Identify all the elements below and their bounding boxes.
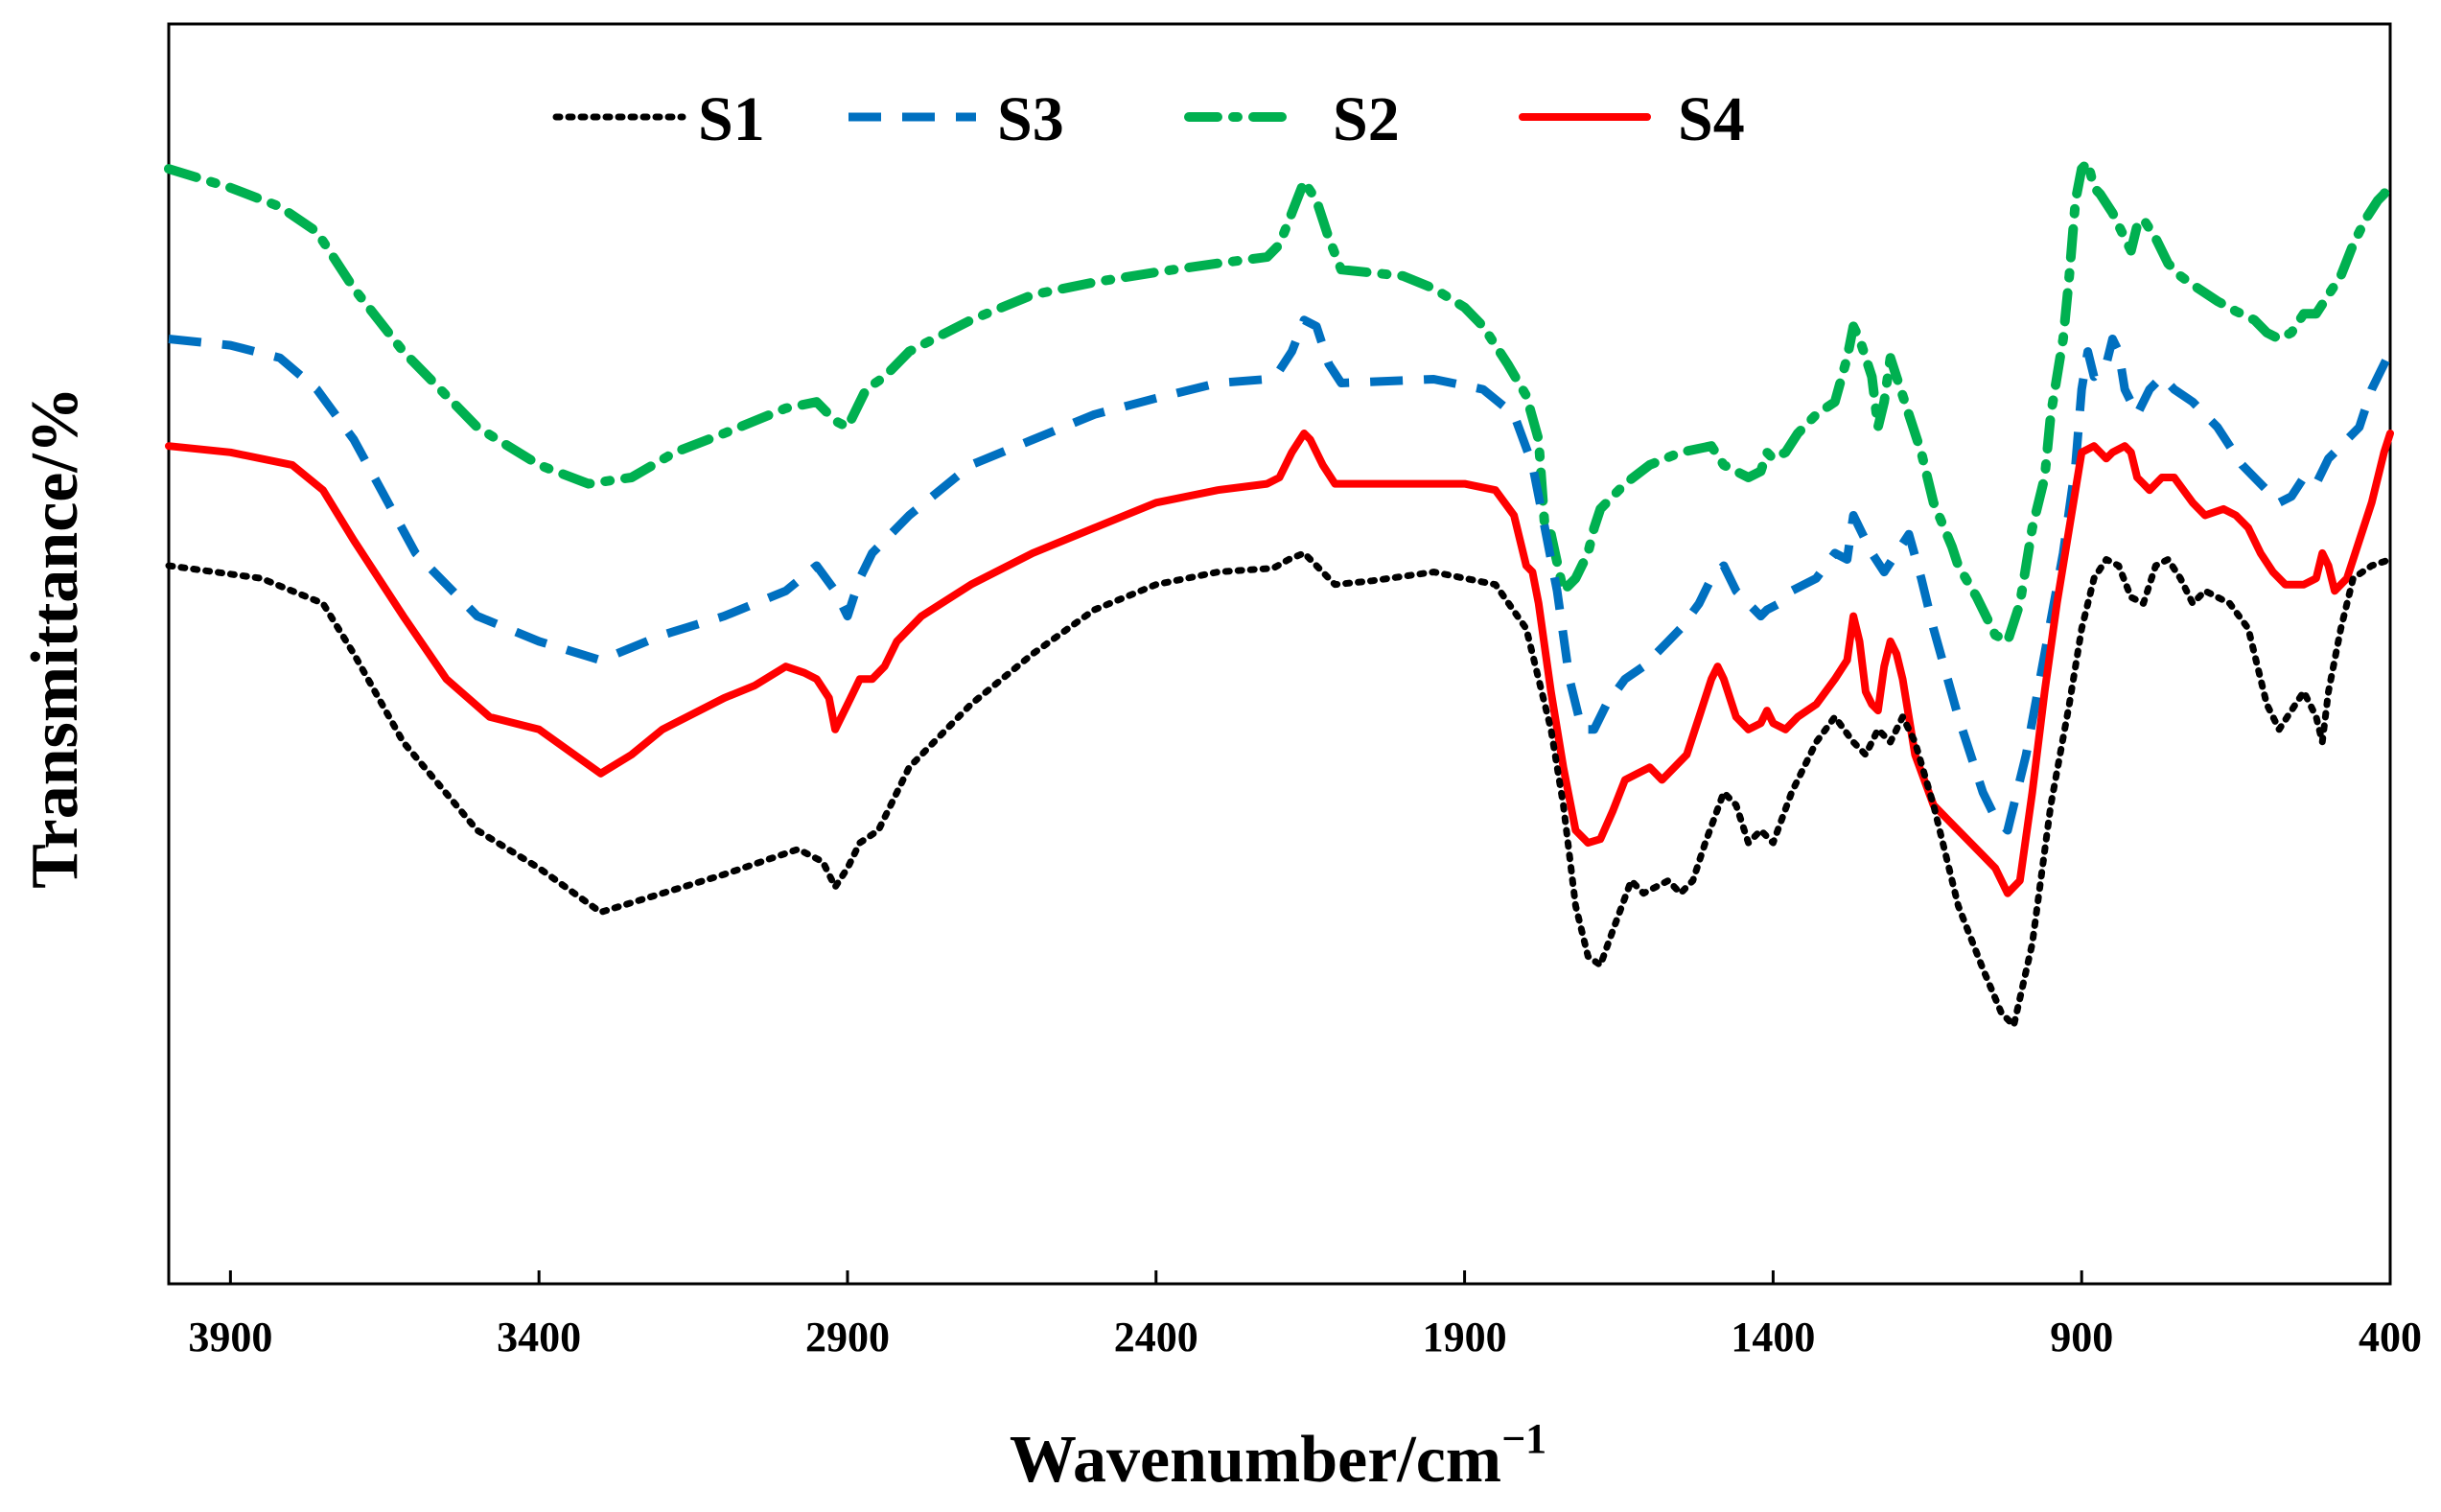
series-layer	[164, 157, 2395, 1030]
legend-label-s1: S1	[698, 84, 765, 154]
series-line-s4	[165, 430, 2394, 897]
series-line-s2	[164, 157, 2395, 646]
legend-item-s3: S3	[849, 84, 1064, 154]
x-tick-label: 3900	[188, 1314, 272, 1361]
x-tick-label: 2400	[1114, 1314, 1198, 1361]
x-tick-label: 400	[2359, 1314, 2422, 1361]
x-tick-label: 3400	[497, 1314, 581, 1361]
y-axis-title: Transmittance/%	[18, 386, 92, 889]
legend-label-s4: S4	[1678, 84, 1745, 154]
series-line-s3	[168, 315, 2395, 835]
legend-item-s2: S2	[1184, 84, 1400, 154]
x-axis-title-text: Wavenumber/cm	[1010, 1423, 1501, 1497]
x-tick-label: 1900	[1423, 1314, 1507, 1361]
x-axis-title-superscript: −1	[1501, 1415, 1546, 1462]
x-tick-label: 1400	[1731, 1314, 1815, 1361]
series-line-s1	[165, 549, 2394, 1030]
legend-label-s3: S3	[997, 84, 1064, 154]
x-axis-title: Wavenumber/cm−1	[1010, 1415, 1546, 1497]
legend: S1 S3 S2 S4	[552, 84, 1745, 154]
x-axis-ticks: 3900 3400 2900 2400 1900 1400 900 400	[188, 1270, 2422, 1361]
x-tick-label: 2900	[805, 1314, 890, 1361]
plot-frame	[167, 22, 2392, 1286]
legend-item-s1: S1	[552, 84, 765, 154]
legend-item-s4: S4	[1519, 84, 1745, 154]
x-tick-label: 900	[2050, 1314, 2113, 1361]
legend-label-s2: S2	[1333, 84, 1400, 154]
